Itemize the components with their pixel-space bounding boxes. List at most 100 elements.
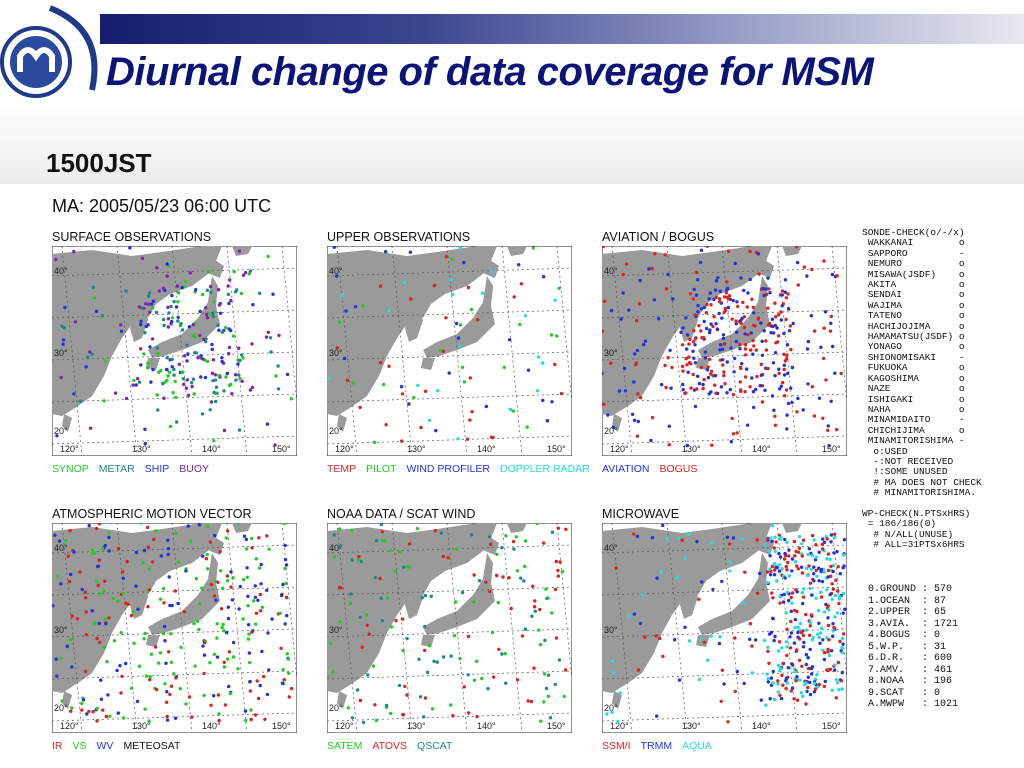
observation-point	[144, 674, 149, 678]
observation-point	[166, 305, 170, 309]
observation-point	[781, 302, 786, 306]
observation-point	[702, 336, 706, 340]
observation-point	[236, 667, 240, 671]
observation-point	[804, 662, 808, 667]
observation-point	[236, 362, 240, 366]
observation-point	[738, 347, 742, 351]
observation-point	[253, 595, 258, 599]
observation-point	[357, 554, 361, 559]
observation-point	[748, 637, 752, 641]
latitude-gridline	[52, 586, 297, 596]
observation-point	[512, 295, 516, 299]
observation-point	[169, 632, 173, 636]
observation-point	[227, 345, 232, 350]
observation-point	[714, 295, 718, 299]
observation-point	[142, 352, 146, 356]
observation-point	[83, 590, 87, 594]
observation-point	[72, 550, 76, 554]
observation-point	[673, 638, 677, 642]
observation-point	[693, 337, 697, 341]
observation-point	[770, 591, 774, 595]
observation-point	[209, 582, 214, 587]
observation-point	[159, 554, 164, 558]
observation-point	[257, 696, 261, 701]
observation-point	[719, 385, 724, 389]
panel-upper: UPPER OBSERVATIONS 40° 30° 20° 120° 130° 140° 1…	[327, 230, 590, 480]
observation-point	[796, 396, 800, 401]
observation-point	[701, 382, 705, 387]
observation-point	[834, 696, 838, 700]
observation-point	[789, 619, 793, 624]
observation-point	[185, 343, 189, 347]
observation-point	[250, 385, 255, 390]
observation-point	[606, 413, 610, 417]
observation-point	[186, 393, 191, 397]
observation-point	[808, 680, 812, 685]
longitude-gridline	[61, 523, 83, 733]
observation-point	[754, 348, 758, 352]
observation-point	[776, 334, 781, 338]
observation-point	[246, 637, 251, 641]
observation-point	[837, 597, 841, 601]
observation-point	[830, 688, 834, 692]
observation-point	[177, 362, 181, 366]
observation-point	[809, 314, 813, 318]
observation-point	[719, 343, 723, 347]
observation-point	[258, 683, 262, 688]
observation-point	[557, 658, 562, 662]
observation-point	[817, 550, 821, 554]
observation-point	[801, 633, 806, 638]
observation-point	[88, 350, 92, 354]
observation-point	[97, 523, 102, 526]
observation-point	[675, 575, 679, 580]
observation-point	[222, 629, 226, 633]
observation-point	[220, 356, 224, 360]
observation-point	[200, 292, 205, 297]
observation-point	[469, 307, 474, 312]
observation-point	[366, 673, 370, 677]
observation-point	[487, 535, 492, 539]
observation-point	[779, 384, 783, 388]
latitude-label: 30°	[329, 625, 343, 635]
observation-point	[100, 314, 105, 318]
observation-point	[638, 396, 643, 400]
observation-point	[260, 605, 265, 609]
observation-point	[328, 641, 333, 646]
observation-point	[523, 314, 528, 318]
observation-point	[157, 370, 161, 374]
observation-point	[611, 670, 615, 675]
observation-point	[441, 554, 446, 559]
observation-point	[444, 254, 449, 259]
observation-point	[128, 246, 132, 250]
observation-point	[170, 293, 174, 298]
observation-point	[248, 388, 253, 392]
observation-point	[796, 283, 800, 287]
observation-point	[835, 611, 840, 615]
observation-point	[204, 306, 208, 310]
observation-point	[191, 333, 195, 338]
observation-point	[817, 579, 821, 583]
observation-point	[684, 356, 688, 361]
observation-point	[428, 644, 432, 648]
observation-point	[185, 378, 189, 382]
observation-point	[191, 377, 196, 381]
observation-point	[139, 319, 143, 323]
observation-point	[822, 326, 826, 330]
observation-point	[146, 545, 151, 549]
observation-point	[544, 686, 549, 691]
observation-point	[449, 654, 453, 658]
observation-point	[691, 340, 696, 344]
observation-point	[687, 355, 691, 359]
observation-point	[718, 300, 722, 304]
observation-point	[781, 380, 785, 385]
land-shape	[146, 358, 160, 370]
observation-point	[253, 584, 257, 588]
observation-point	[725, 535, 730, 539]
longitude-gridline	[611, 246, 633, 456]
observation-point	[380, 619, 384, 623]
observation-point	[780, 673, 784, 678]
observation-point	[171, 391, 175, 395]
observation-point	[432, 283, 437, 288]
observation-point	[205, 567, 210, 571]
land-shape	[202, 258, 224, 278]
